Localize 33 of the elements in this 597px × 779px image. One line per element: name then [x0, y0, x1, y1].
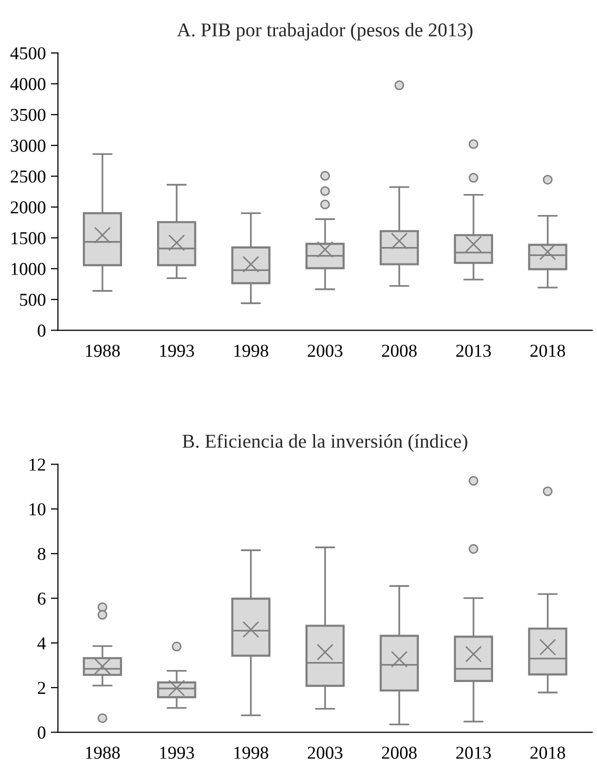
y-tick-label: 8	[38, 548, 46, 560]
y-tick-label: 3000	[10, 140, 46, 152]
y-tick-label: 10	[30, 503, 46, 516]
x-tick-label: 1993	[160, 344, 194, 357]
y-tick-label: 2	[38, 682, 46, 694]
x-tick-label: 1988	[86, 746, 120, 759]
y-tick-label: 12	[30, 458, 46, 471]
x-tick-label: 2003	[308, 746, 342, 759]
chart-title: B. Eficiencia de la inversión (índice)	[182, 434, 468, 452]
y-tick-label: 0	[38, 726, 46, 739]
y-tick-label: 500	[20, 294, 46, 306]
x-tick-label: 1988	[86, 344, 120, 357]
x-tick-label: 2003	[308, 344, 342, 357]
y-tick-label: 3500	[10, 108, 46, 122]
x-tick-label: 1998	[234, 746, 268, 759]
y-tick-label: 4000	[10, 78, 46, 90]
y-tick-label: 2000	[10, 201, 46, 214]
y-tick-label: 1500	[12, 232, 46, 244]
y-tick-label: 2500	[10, 170, 46, 183]
x-tick-label: 2018	[530, 746, 566, 759]
chart-title: A. PIB por trabajador (pesos de 2013)	[177, 22, 472, 40]
y-tick-label: 1000	[12, 262, 46, 276]
x-tick-label: 1998	[234, 344, 268, 357]
y-tick-label: 0	[38, 324, 46, 337]
y-tick-label: 6	[38, 592, 46, 605]
x-tick-label: 2018	[530, 344, 566, 357]
y-tick-label: 4	[37, 637, 46, 650]
y-tick-label: 4500	[10, 47, 46, 60]
x-tick-label: 2013	[456, 746, 491, 759]
x-tick-label: 1993	[160, 746, 194, 759]
x-tick-label: 2013	[456, 344, 491, 357]
x-tick-label: 2008	[382, 746, 417, 759]
x-tick-label: 2008	[382, 344, 417, 357]
